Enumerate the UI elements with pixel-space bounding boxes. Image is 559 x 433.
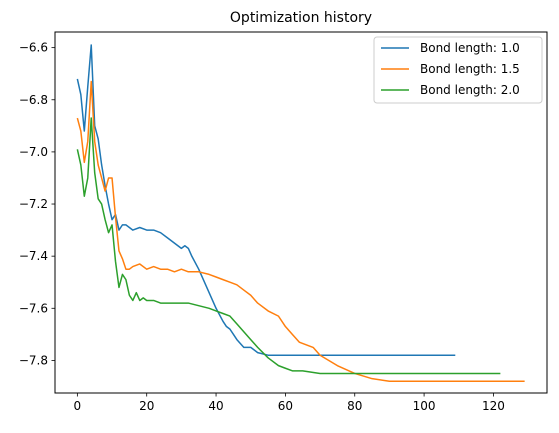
x-tick-label: 40 xyxy=(208,399,223,413)
y-tick-label: −7.4 xyxy=(19,249,48,263)
y-tick-label: −7.0 xyxy=(19,145,48,159)
legend: Bond length: 1.0 Bond length: 1.5 Bond len… xyxy=(373,36,543,104)
plot-frame xyxy=(54,31,548,394)
y-tick-label: −6.6 xyxy=(19,41,48,55)
y-tick-label: −7.2 xyxy=(19,197,48,211)
legend-label-2: Bond length: 1.5 xyxy=(420,62,520,76)
x-tick-label: 0 xyxy=(74,399,82,413)
x-tick-label: 100 xyxy=(413,399,436,413)
series-line-3 xyxy=(76,117,501,375)
y-tick-label: −7.8 xyxy=(19,353,48,367)
chart-title: Optimization history xyxy=(230,10,372,26)
x-tick-label: 80 xyxy=(347,399,362,413)
x-axis: 0 20 40 60 80 100 120 xyxy=(74,393,505,413)
y-tick-label: −6.8 xyxy=(19,93,48,107)
x-tick-label: 20 xyxy=(139,399,154,413)
legend-box xyxy=(373,36,543,104)
x-tick-label: 120 xyxy=(482,399,505,413)
series-layer xyxy=(76,44,525,383)
y-axis: −7.8 −7.6 −7.4 −7.2 −7.0 −6.8 −6.6 xyxy=(19,41,55,367)
series-line-1 xyxy=(76,44,456,356)
series-line-2 xyxy=(76,80,525,383)
y-tick-label: −7.6 xyxy=(19,301,48,315)
x-tick-label: 60 xyxy=(278,399,293,413)
legend-label-3: Bond length: 2.0 xyxy=(420,83,520,97)
legend-label-1: Bond length: 1.0 xyxy=(420,41,520,55)
